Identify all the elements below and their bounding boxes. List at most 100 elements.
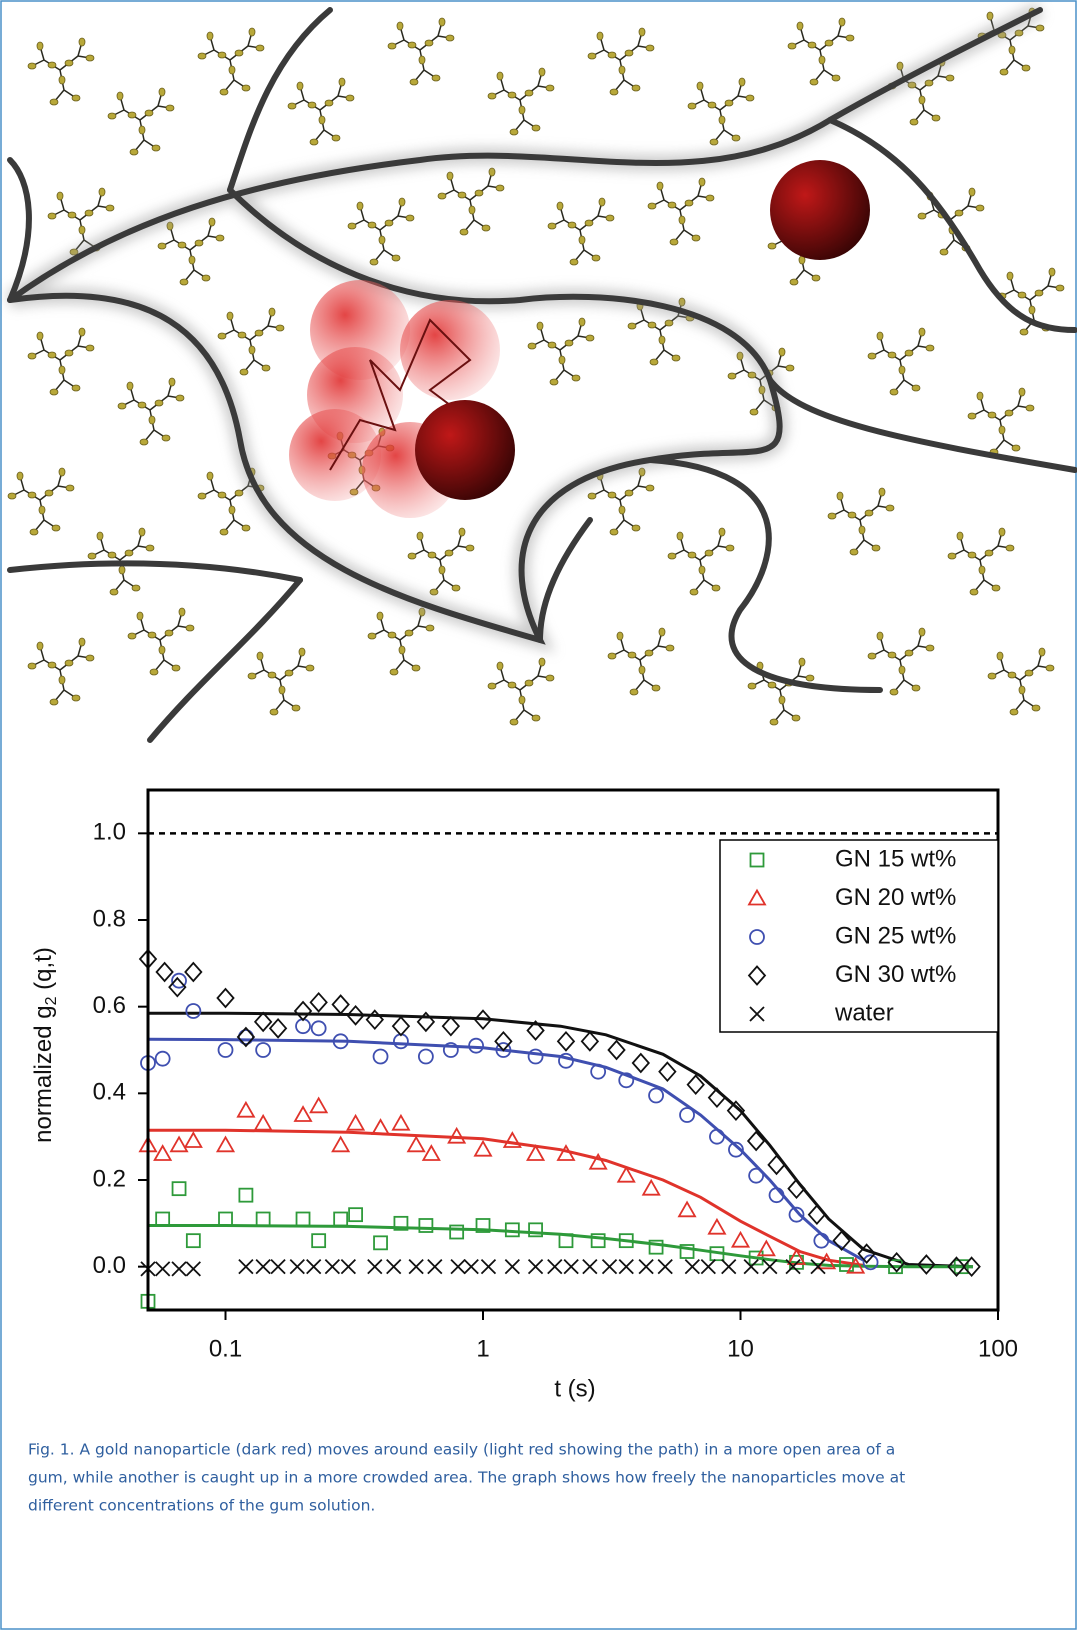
marker: [700, 1259, 716, 1275]
marker: [340, 1259, 357, 1275]
marker: [171, 1181, 187, 1197]
marker: [846, 1256, 866, 1274]
y-axis-label: normalized g2 (q,t): [30, 947, 60, 1143]
marker: [746, 1130, 766, 1152]
marker: [888, 1259, 903, 1275]
marker: [618, 1259, 634, 1275]
marker: [215, 1135, 236, 1153]
marker: [962, 1256, 981, 1278]
marker: [169, 1135, 189, 1153]
marker: [289, 1259, 305, 1275]
marker: [332, 1033, 349, 1050]
marker: [346, 1004, 365, 1026]
marker: [588, 1152, 608, 1170]
marker: [504, 1259, 520, 1275]
marker: [268, 1017, 288, 1039]
marker: [582, 1259, 598, 1275]
marker: [677, 1200, 697, 1218]
marker: [618, 1072, 635, 1089]
marker: [504, 1222, 520, 1238]
marker: [527, 1048, 544, 1065]
marker: [473, 1139, 493, 1157]
marker: [862, 1254, 879, 1271]
legend-box: [719, 839, 999, 1033]
marker: [558, 1233, 574, 1249]
marker: [386, 1259, 402, 1275]
marker: [495, 1042, 512, 1058]
marker: [393, 1215, 409, 1231]
marker: [947, 1256, 966, 1278]
marker: [730, 1230, 751, 1248]
marker: [787, 1178, 806, 1200]
x-tick-label: 10: [727, 1335, 754, 1362]
nanoparticles: [289, 160, 870, 518]
marker: [580, 1030, 600, 1052]
marker: [372, 1048, 389, 1065]
legend-label: water: [834, 999, 894, 1026]
marker: [238, 1259, 254, 1275]
marker: [686, 1074, 705, 1096]
marker: [762, 1259, 778, 1275]
y-tick-label: 0.4: [93, 1079, 126, 1106]
marker: [721, 1259, 737, 1275]
marker: [648, 1239, 664, 1255]
marker: [373, 1235, 388, 1251]
marker: [601, 1259, 618, 1275]
marker: [749, 929, 765, 945]
marker: [442, 1042, 459, 1058]
marker: [255, 1259, 271, 1275]
marker: [216, 987, 235, 1009]
marker: [748, 1250, 764, 1266]
marker: [253, 1113, 273, 1131]
marker: [616, 1165, 636, 1183]
y-axis-label-rest: (q,t): [30, 947, 57, 996]
legend: GN 15 wt% GN 20 wt% GN 25 wt% GN 30 wt% wate…: [719, 839, 999, 1033]
marker: [707, 1087, 727, 1109]
marker: [185, 1261, 201, 1277]
marker: [255, 1211, 271, 1227]
series: [138, 948, 981, 1278]
caption: Fig. 1. A gold nanoparticle (dark red) m…: [28, 1441, 905, 1515]
marker: [295, 1211, 311, 1227]
marker: [807, 1204, 827, 1226]
marker: [185, 1003, 202, 1019]
y-tick-label: 0.0: [93, 1252, 126, 1279]
marker: [748, 1167, 765, 1184]
marker: [768, 1187, 785, 1204]
series: [140, 972, 879, 1271]
marker: [184, 961, 203, 983]
marker: [171, 1261, 187, 1277]
marker: [367, 1259, 383, 1275]
marker: [418, 1218, 434, 1233]
marker: [527, 1259, 544, 1275]
legend-label: GN 30 wt%: [835, 961, 956, 988]
marker: [441, 1015, 461, 1037]
marker: [709, 1128, 725, 1145]
caption-line: different concentrations of the gum solu…: [28, 1497, 375, 1515]
marker: [747, 888, 767, 906]
marker: [526, 1144, 546, 1161]
marker: [788, 1206, 805, 1223]
x-tick-label: 0.1: [209, 1335, 242, 1362]
y-tick-label: 1.0: [93, 819, 126, 846]
marker: [447, 1126, 467, 1144]
marker: [370, 1118, 391, 1135]
marker: [391, 1113, 411, 1131]
marker: [421, 1144, 441, 1161]
marker: [679, 1244, 695, 1259]
marker: [528, 1222, 543, 1238]
marker: [547, 1259, 563, 1275]
plot: 0.0 0.2 0.4 0.6 0.8 1.0 0.1 1 10 100 GN 15 wt% GN 2…: [93, 788, 1018, 1362]
marker: [747, 965, 767, 986]
marker: [590, 1233, 606, 1249]
illustration: [5, 2, 1077, 743]
marker: [253, 1011, 273, 1033]
y-axis-label-text: normalized g: [30, 1005, 57, 1142]
x-axis-label: t (s): [554, 1375, 595, 1402]
marker: [813, 1232, 830, 1249]
marker: [857, 1243, 876, 1265]
marker: [348, 1207, 363, 1223]
marker: [408, 1259, 424, 1275]
